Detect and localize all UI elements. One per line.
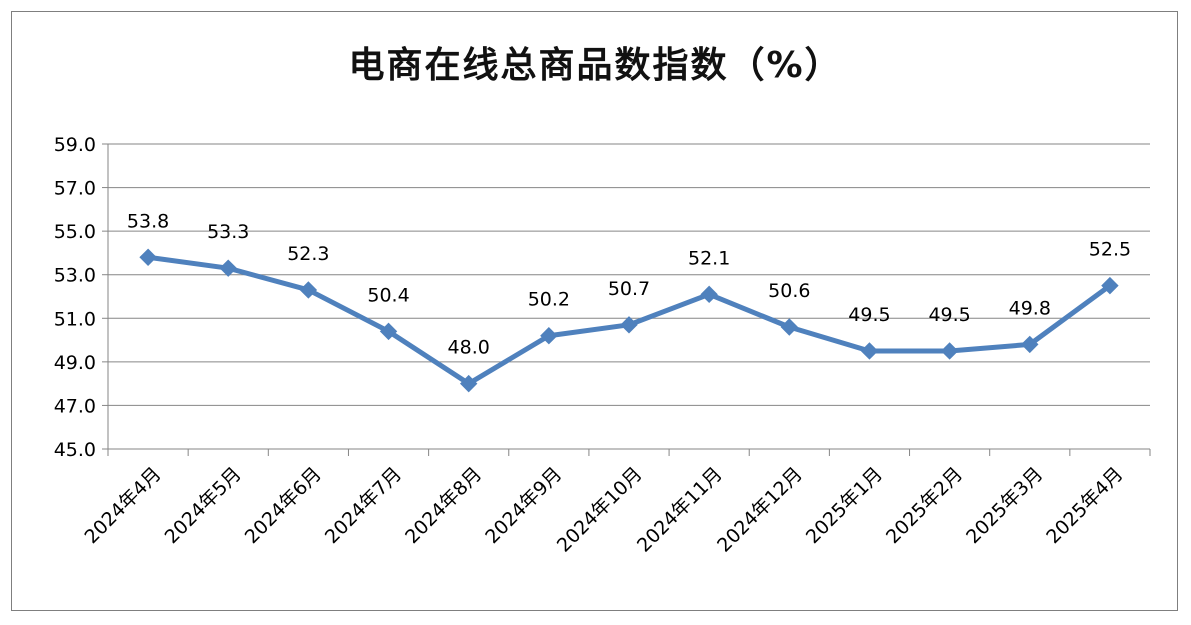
data-label: 50.2 xyxy=(528,289,570,311)
data-label: 52.3 xyxy=(287,243,329,265)
data-point-marker xyxy=(940,342,959,360)
data-point-marker xyxy=(219,259,237,277)
x-tick-label: 2024年8月 xyxy=(401,463,486,548)
x-tick-label: 2025年2月 xyxy=(882,463,967,548)
data-label: 49.8 xyxy=(1009,297,1051,319)
data-label: 49.5 xyxy=(928,304,970,326)
data-label: 52.1 xyxy=(688,247,730,269)
data-point-marker xyxy=(860,342,879,360)
data-point-marker xyxy=(379,322,398,341)
data-point-marker xyxy=(780,318,799,336)
data-label: 50.4 xyxy=(367,284,409,306)
x-tick-label: 2024年9月 xyxy=(481,463,566,548)
y-tick-label: 47.0 xyxy=(54,395,96,417)
data-point-marker xyxy=(540,327,558,345)
y-tick-label: 53.0 xyxy=(54,265,96,287)
x-tick-label: 2024年7月 xyxy=(321,463,406,548)
data-point-marker xyxy=(459,374,478,393)
x-tick-label: 2024年4月 xyxy=(80,463,165,548)
y-tick-label: 57.0 xyxy=(54,178,96,200)
data-point-marker xyxy=(139,248,157,266)
x-tick-label: 2024年5月 xyxy=(161,463,246,548)
data-point-marker xyxy=(1021,335,1039,354)
data-label: 49.5 xyxy=(848,304,890,326)
data-label: 50.6 xyxy=(768,280,810,302)
y-tick-label: 59.0 xyxy=(54,134,96,156)
x-tick-label: 2024年6月 xyxy=(241,463,326,548)
x-tick-label: 2025年4月 xyxy=(1042,463,1127,548)
data-label: 53.3 xyxy=(207,221,249,243)
data-point-marker xyxy=(1101,276,1119,295)
chart-frame xyxy=(11,11,1178,611)
data-point-marker xyxy=(620,316,638,334)
y-tick-label: 45.0 xyxy=(54,439,96,461)
data-point-marker xyxy=(700,285,718,304)
chart-title: 电商在线总商品数指数（%） xyxy=(348,45,843,86)
data-label: 48.0 xyxy=(448,337,490,359)
y-tick-label: 55.0 xyxy=(54,221,96,243)
x-tick-label: 2025年1月 xyxy=(802,463,887,548)
data-label: 53.8 xyxy=(127,210,169,232)
x-tick-label: 2024年11月 xyxy=(633,463,727,557)
y-tick-label: 49.0 xyxy=(54,352,96,374)
data-point-marker xyxy=(299,281,318,299)
y-tick-label: 51.0 xyxy=(54,308,96,330)
x-tick-label: 2024年10月 xyxy=(553,463,647,557)
data-label: 52.5 xyxy=(1089,239,1131,261)
x-tick-label: 2025年3月 xyxy=(962,463,1047,548)
x-tick-label: 2024年12月 xyxy=(713,463,807,557)
data-label: 50.7 xyxy=(608,278,650,300)
